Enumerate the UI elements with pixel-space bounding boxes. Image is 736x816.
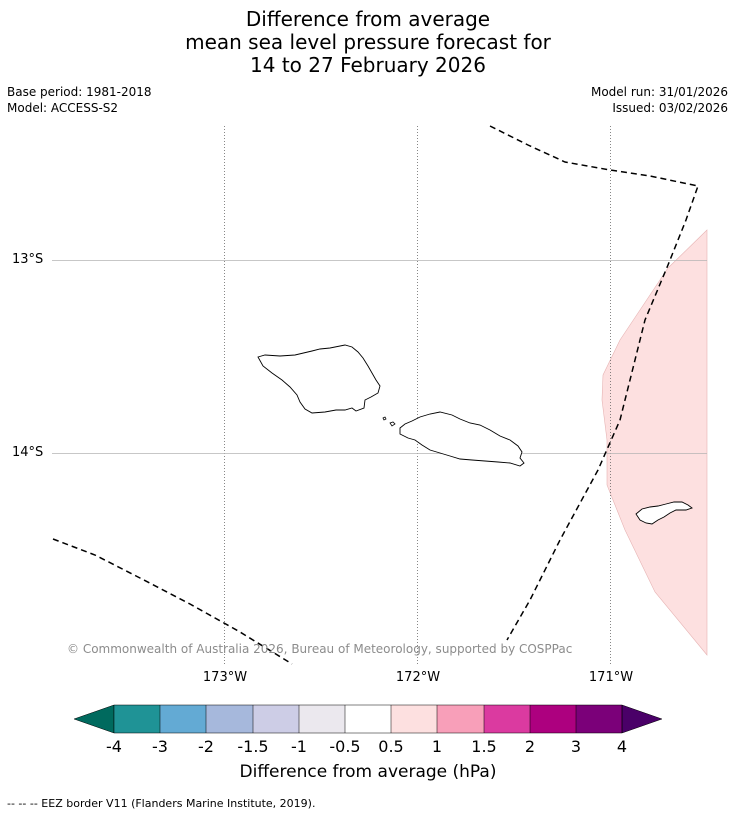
colorbar-segment bbox=[484, 705, 530, 733]
islet-apolima bbox=[382, 416, 387, 421]
islet-manono bbox=[389, 421, 396, 427]
colorbar-segment bbox=[530, 705, 576, 733]
model-run: Model run: 31/01/2026 bbox=[590, 85, 728, 99]
colorbar-tick: 3 bbox=[570, 737, 582, 756]
issued-date: Issued: 03/02/2026 bbox=[612, 101, 728, 115]
colorbar-tick: 0.5 bbox=[378, 737, 404, 756]
colorbar-segment bbox=[576, 705, 622, 733]
colorbar-tick: -1 bbox=[291, 737, 307, 756]
colorbar-segment bbox=[391, 705, 437, 733]
meta-right: Model run: 31/01/2026 Issued: 03/02/2026 bbox=[591, 84, 728, 116]
colorbar-tick: 1.5 bbox=[471, 737, 497, 756]
colorbar-segment bbox=[437, 705, 484, 733]
title-line-2: mean sea level pressure forecast for bbox=[185, 30, 551, 54]
colorbar-extend-low bbox=[73, 704, 115, 734]
title-line-1: Difference from average bbox=[245, 7, 491, 31]
colorbar-tick: 1 bbox=[431, 737, 443, 756]
lon-label-173w: 173°W bbox=[202, 670, 248, 685]
eez-legend-footer: -- -- -- EEZ border V11 (Flanders Marine… bbox=[7, 797, 316, 810]
anomaly-area bbox=[601, 229, 708, 656]
colorbar-segment bbox=[299, 705, 345, 733]
map-title: Difference from average mean sea level p… bbox=[0, 8, 736, 77]
lon-label-172w: 172°W bbox=[395, 670, 441, 685]
colorbar bbox=[73, 704, 663, 734]
colorbar-segment bbox=[345, 705, 391, 733]
colorbar-tick: -1.5 bbox=[237, 737, 269, 756]
eez-border-north bbox=[489, 125, 699, 641]
lon-label-171w: 171°W bbox=[588, 670, 634, 685]
colorbar-tick: -2 bbox=[198, 737, 214, 756]
meta-left: Base period: 1981-2018 Model: ACCESS-S2 bbox=[7, 84, 152, 116]
colorbar-extend-high bbox=[621, 704, 663, 734]
colorbar-segment bbox=[253, 705, 299, 733]
colorbar-tick: -4 bbox=[106, 737, 122, 756]
island-tutuila bbox=[635, 501, 693, 525]
eez-border-southwest bbox=[52, 538, 293, 665]
colorbar-segment bbox=[206, 705, 253, 733]
colorbar-tick: -3 bbox=[152, 737, 168, 756]
colorbar-tick: 2 bbox=[524, 737, 536, 756]
model-name: Model: ACCESS-S2 bbox=[7, 101, 119, 115]
base-period: Base period: 1981-2018 bbox=[7, 85, 152, 99]
lat-label-14s: 14°S bbox=[12, 445, 44, 460]
colorbar-segment bbox=[160, 705, 206, 733]
colorbar-label: Difference from average (hPa) bbox=[239, 762, 497, 782]
island-upolu bbox=[399, 411, 525, 467]
island-savaii bbox=[257, 344, 381, 414]
colorbar-tick: -0.5 bbox=[329, 737, 361, 756]
colorbar-tick: 4 bbox=[616, 737, 628, 756]
copyright-notice: © Commonwealth of Australia 2026, Bureau… bbox=[67, 642, 573, 656]
lat-label-13s: 13°S bbox=[12, 252, 44, 267]
title-line-3: 14 to 27 February 2026 bbox=[250, 53, 486, 77]
colorbar-segment bbox=[114, 705, 160, 733]
